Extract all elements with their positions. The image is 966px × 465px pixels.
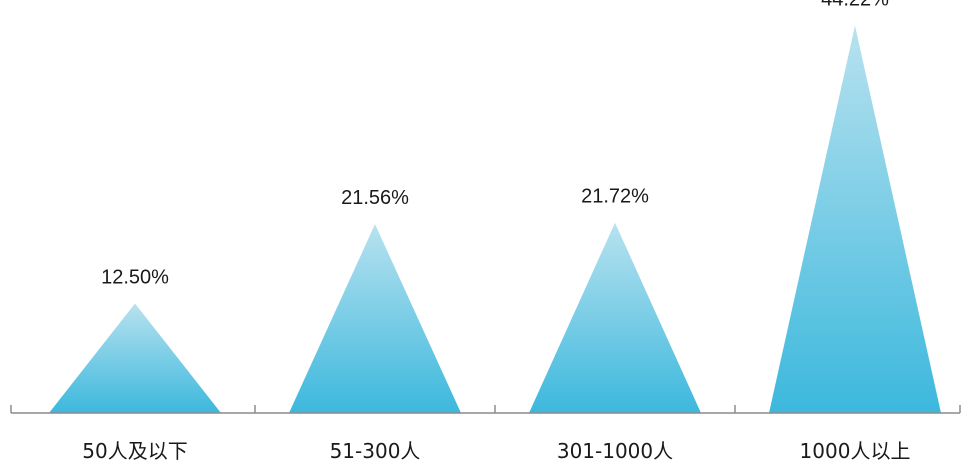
category-label: 301-1000人: [557, 439, 673, 463]
bar-triangle: [289, 224, 461, 413]
bar-triangle: [529, 222, 701, 413]
category-labels: 50人及以下 51-300人 301-1000人 1000人以上: [82, 439, 910, 463]
category-label: 50人及以下: [82, 439, 187, 463]
value-labels: 12.50% 21.56% 21.72% 44.22%: [101, 0, 889, 288]
value-label: 44.22%: [821, 0, 889, 11]
value-label: 21.56%: [341, 187, 409, 209]
bar-triangle: [769, 25, 941, 413]
bar-triangle: [49, 303, 221, 413]
category-label: 51-300人: [330, 439, 421, 463]
value-label: 21.72%: [581, 186, 649, 208]
category-label: 1000人以上: [800, 439, 911, 463]
value-label: 12.50%: [101, 266, 169, 288]
x-axis: [10, 405, 961, 414]
bar-marks: [49, 25, 941, 413]
